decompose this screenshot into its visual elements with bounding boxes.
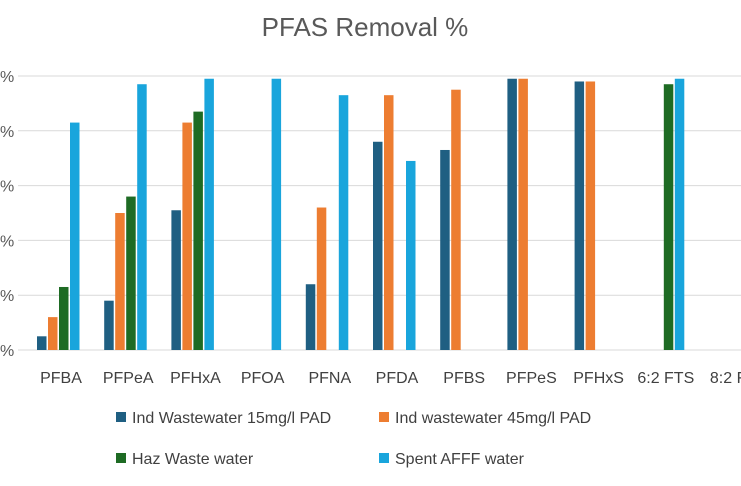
bar — [70, 122, 80, 350]
legend-swatch — [379, 453, 389, 463]
y-tick-label: % — [0, 233, 14, 250]
bar — [115, 213, 125, 350]
bar-group — [305, 95, 349, 351]
legend-entry: Ind Wastewater 15mg/l PAD — [116, 410, 331, 427]
legend-entry: Ind wastewater 45mg/l PAD — [379, 410, 591, 427]
bar-group — [507, 78, 528, 351]
bar — [37, 336, 47, 350]
x-tick-label: 6:2 FTS — [637, 370, 694, 387]
bar-group — [104, 84, 147, 350]
y-axis-ticks: %%%%%% — [0, 69, 14, 360]
x-tick-label: PFBA — [40, 370, 82, 387]
x-tick-label: PFDA — [376, 370, 419, 387]
x-axis-labels: PFBA PFPeA PFHxA PFOA PFNA PFDA PFBS PFPeS PFHxS… — [40, 370, 741, 387]
bar — [305, 284, 316, 350]
x-tick-label: PFOA — [241, 370, 285, 387]
bar — [674, 78, 685, 351]
y-tick-label: % — [0, 69, 14, 86]
bar — [126, 196, 136, 350]
x-tick-label: PFPeS — [506, 370, 557, 387]
bar — [137, 84, 147, 350]
legend-label: Haz Waste water — [132, 451, 254, 468]
bar — [171, 210, 181, 350]
bar — [574, 81, 585, 350]
bar — [507, 78, 517, 351]
bar — [440, 149, 450, 350]
x-tick-label: PFBS — [443, 370, 485, 387]
bar-group — [373, 95, 416, 351]
legend-swatch — [116, 412, 126, 422]
y-tick-label: % — [0, 288, 14, 305]
legend-label: Ind Wastewater 15mg/l PAD — [132, 410, 331, 427]
bar-group — [171, 78, 214, 351]
bar — [451, 89, 461, 350]
bar-group — [663, 78, 685, 351]
legend-label: Ind wastewater 45mg/l PAD — [395, 410, 591, 427]
bar — [59, 286, 69, 350]
x-tick-label: PFNA — [308, 370, 351, 387]
bar — [663, 84, 674, 350]
bar — [518, 78, 528, 351]
bar — [193, 111, 203, 351]
bar — [104, 300, 114, 350]
bar — [406, 160, 416, 350]
bar-groups — [37, 78, 685, 351]
legend: Ind Wastewater 15mg/l PAD Ind wastewater … — [116, 410, 591, 468]
legend-swatch — [116, 453, 126, 463]
y-tick-label: % — [0, 124, 14, 141]
bar — [182, 122, 192, 350]
bar-group — [440, 89, 461, 350]
bar — [585, 81, 596, 350]
bar — [48, 317, 58, 350]
bar — [373, 141, 383, 350]
bar — [204, 78, 214, 351]
bar-group — [271, 78, 282, 351]
y-tick-label: % — [0, 343, 14, 360]
chart-title: PFAS Removal % — [262, 12, 469, 42]
x-tick-label: PFHxA — [170, 370, 221, 387]
legend-swatch — [379, 412, 389, 422]
legend-entry: Spent AFFF water — [379, 451, 525, 468]
x-tick-label: PFHxS — [573, 370, 624, 387]
bar-group — [574, 81, 596, 350]
x-tick-label: PFPeA — [103, 370, 154, 387]
y-tick-label: % — [0, 179, 14, 196]
x-tick-label: 8:2 FT — [710, 370, 741, 387]
bar — [338, 95, 349, 351]
bar-group — [37, 122, 80, 350]
bar — [316, 207, 327, 350]
legend-label: Spent AFFF water — [395, 451, 525, 468]
bar — [384, 95, 394, 351]
bar — [271, 78, 282, 351]
legend-entry: Haz Waste water — [116, 451, 254, 468]
